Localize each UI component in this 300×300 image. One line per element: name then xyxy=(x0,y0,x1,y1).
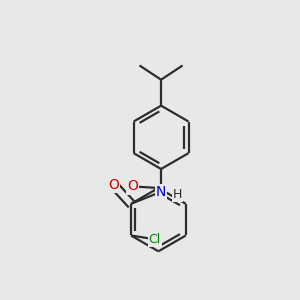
Text: N: N xyxy=(156,185,166,199)
Text: H: H xyxy=(173,188,182,201)
Text: O: O xyxy=(108,178,119,192)
Text: O: O xyxy=(127,179,138,194)
Text: Cl: Cl xyxy=(148,233,161,246)
